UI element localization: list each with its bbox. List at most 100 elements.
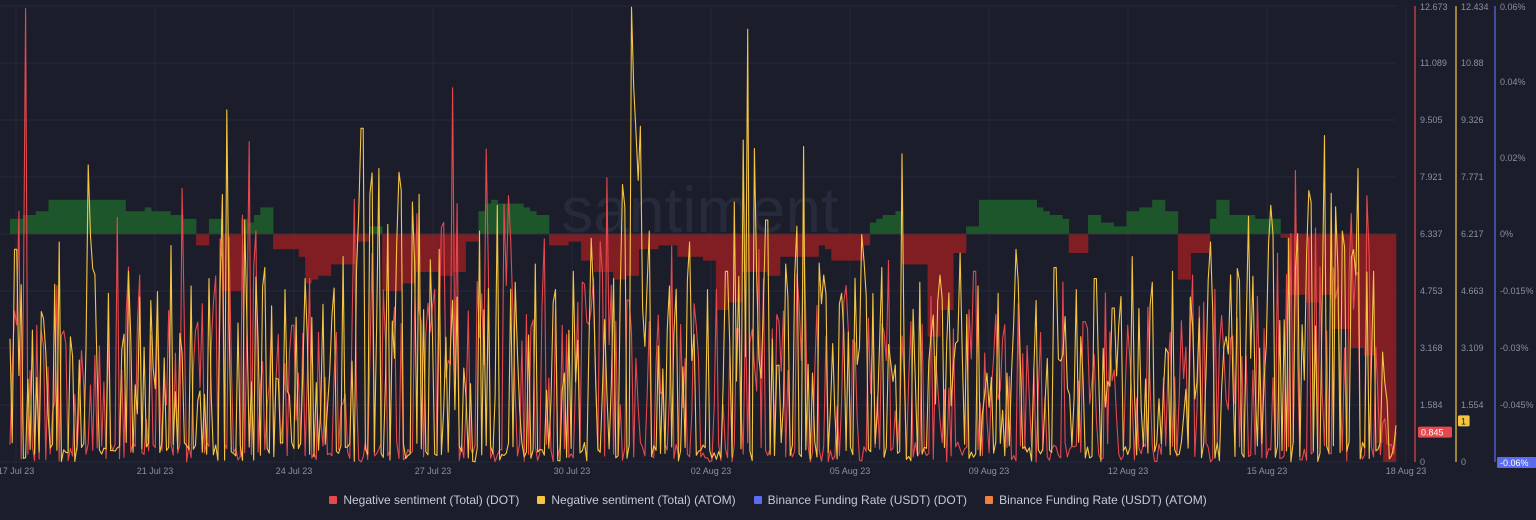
funding-bar <box>921 234 928 265</box>
funding-bar <box>998 199 1005 234</box>
funding-bar <box>908 234 916 265</box>
legend-item-dot-sentiment[interactable]: Negative sentiment (Total) (DOT) <box>329 493 519 507</box>
funding-bar <box>1325 234 1333 295</box>
funding-bar <box>966 226 973 234</box>
funding-bar <box>324 234 332 276</box>
funding-bar <box>42 211 49 234</box>
x-tick-label: 30 Jul 23 <box>554 466 591 476</box>
funding-bar <box>138 211 146 234</box>
funding-bar <box>279 234 287 250</box>
funding-bar <box>606 234 614 272</box>
funding-bar <box>491 199 498 234</box>
funding-bar <box>1132 211 1140 234</box>
funding-bar <box>972 226 980 234</box>
last-value-dot-bg <box>1418 426 1452 438</box>
funding-bar <box>747 234 755 272</box>
y-tick-label-dot: 7.921 <box>1420 172 1443 182</box>
funding-bar <box>818 234 826 246</box>
funding-bar <box>946 234 954 310</box>
funding-bar <box>780 234 787 257</box>
funding-bar <box>298 234 306 257</box>
funding-bar <box>626 234 633 276</box>
funding-bar <box>1043 211 1050 234</box>
funding-bar <box>953 234 960 253</box>
funding-bar <box>805 234 813 257</box>
funding-bar <box>754 234 762 272</box>
funding-bar <box>1344 234 1352 329</box>
legend-item-atom-sentiment[interactable]: Negative sentiment (Total) (ATOM) <box>537 493 736 507</box>
funding-bar <box>1376 234 1384 443</box>
funding-bar <box>658 234 665 246</box>
funding-bar <box>459 234 466 272</box>
funding-bar <box>183 218 190 234</box>
funding-bar <box>991 199 999 234</box>
funding-bar <box>80 199 88 234</box>
funding-bar <box>61 199 69 234</box>
funding-bar <box>292 234 300 250</box>
funding-bar <box>1158 199 1166 234</box>
funding-bar <box>337 234 344 265</box>
funding-bar <box>395 234 402 291</box>
y-tick-label-funding: 0% <box>1500 229 1513 239</box>
funding-bar <box>1113 226 1121 234</box>
funding-bar <box>74 199 81 234</box>
legend-item-atom-funding[interactable]: Binance Funding Rate (USDT) (ATOM) <box>985 493 1207 507</box>
funding-bar <box>330 234 338 265</box>
funding-bar <box>29 215 36 234</box>
funding-bar <box>581 234 588 261</box>
funding-bar <box>940 234 948 310</box>
funding-bar <box>523 207 531 234</box>
y-tick-label-atom: 0 <box>1461 457 1466 467</box>
funding-bar <box>484 203 492 234</box>
funding-bar <box>1017 199 1025 234</box>
y-axes: 12.673 11.089 9.505 7.921 6.337 4.753 3.168 1.5… <box>1414 2 1536 468</box>
funding-bar <box>285 234 293 250</box>
funding-bar <box>767 234 774 276</box>
funding-bar <box>812 234 819 257</box>
y-tick-label-dot: 3.168 <box>1420 343 1443 353</box>
funding-bar <box>857 234 864 261</box>
funding-bar <box>1184 234 1191 280</box>
funding-bar <box>1280 234 1288 238</box>
funding-bar <box>407 234 415 284</box>
funding-bar <box>221 234 229 291</box>
funding-bar <box>1216 199 1224 234</box>
x-tick-label: 17 Jul 23 <box>0 466 34 476</box>
funding-bar <box>690 234 697 257</box>
funding-bar <box>1222 199 1230 234</box>
x-axis: 17 Jul 23 21 Jul 23 24 Jul 23 27 Jul 23 30 J… <box>0 466 1426 476</box>
funding-bar <box>696 234 704 257</box>
last-value-atom: 1 <box>1461 416 1466 426</box>
funding-bar <box>305 234 312 284</box>
funding-bar <box>112 199 120 234</box>
funding-bar <box>1139 207 1147 234</box>
funding-bar <box>427 234 434 272</box>
funding-bar <box>882 215 890 234</box>
funding-bar <box>703 234 710 261</box>
x-tick-label: 02 Aug 23 <box>691 466 732 476</box>
funding-bar <box>356 234 364 242</box>
legend-item-dot-funding[interactable]: Binance Funding Rate (USDT) (DOT) <box>753 493 967 507</box>
y-tick-label-funding: -0.03% <box>1500 343 1529 353</box>
funding-bar <box>889 215 896 234</box>
funding-bar <box>735 234 742 303</box>
funding-bar <box>850 234 858 261</box>
y-tick-label-atom: 1.554 <box>1461 400 1484 410</box>
funding-bar <box>1357 234 1365 348</box>
funding-bar <box>927 234 935 337</box>
funding-bar <box>247 222 255 234</box>
y-tick-label-dot: 12.673 <box>1420 2 1448 12</box>
funding-bar <box>1254 218 1262 234</box>
funding-bar <box>388 234 396 291</box>
x-tick-label: 12 Aug 23 <box>1108 466 1149 476</box>
funding-bar <box>786 234 794 257</box>
funding-bar <box>439 234 447 276</box>
funding-bar <box>1068 234 1076 253</box>
funding-bar <box>728 234 736 303</box>
funding-bar <box>125 211 133 234</box>
funding-bar <box>67 199 75 234</box>
last-value-funding: -0.06% <box>1500 458 1529 468</box>
funding-bar <box>1274 218 1281 234</box>
funding-bar <box>318 234 325 276</box>
